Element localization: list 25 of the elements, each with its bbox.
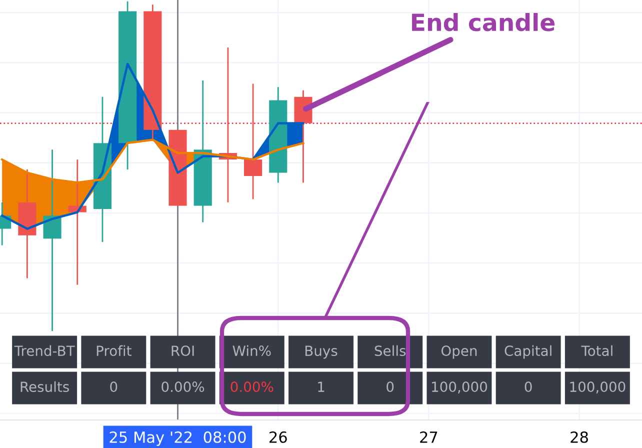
x-tick-label: 28 bbox=[570, 431, 588, 443]
text: 100,000 bbox=[570, 382, 626, 394]
text: 0.00% bbox=[230, 382, 274, 392]
text: 0.00% bbox=[162, 382, 204, 392]
annotation: End candle bbox=[412, 12, 555, 32]
candlestick bbox=[244, 83, 262, 200]
text: 1 bbox=[318, 382, 324, 392]
text: 100,000 bbox=[432, 382, 488, 394]
x-tick-label: 25 May '22 08:00 bbox=[110, 431, 246, 446]
text: Buys bbox=[305, 346, 338, 359]
text: 0 bbox=[386, 382, 394, 392]
text: Total bbox=[581, 345, 612, 356]
text: 0 bbox=[524, 382, 532, 392]
x-tick-label: 26 bbox=[270, 431, 287, 443]
candlestick bbox=[43, 148, 62, 332]
text: Win% bbox=[232, 345, 271, 356]
text: 0 bbox=[110, 382, 118, 392]
text: Results bbox=[20, 381, 69, 392]
text: Capital bbox=[504, 345, 552, 359]
text: Trend-BT bbox=[14, 345, 75, 356]
text: Open bbox=[441, 346, 477, 359]
text: Profit bbox=[96, 345, 132, 356]
x-tick-label: 27 bbox=[420, 431, 438, 443]
text: Sells bbox=[374, 345, 406, 356]
text: ROI bbox=[172, 346, 194, 356]
